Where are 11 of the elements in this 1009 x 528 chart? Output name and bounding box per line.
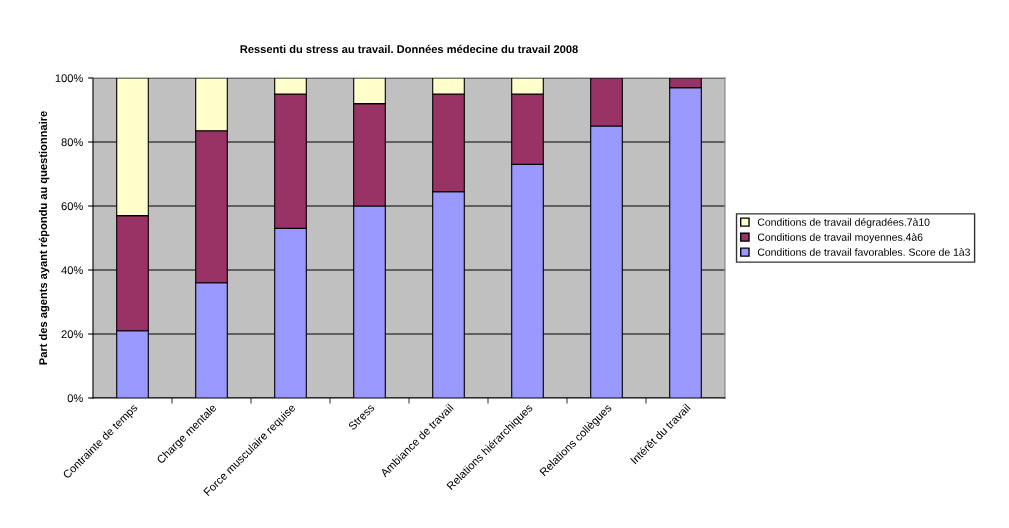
y-tick-label: 80% <box>61 138 83 147</box>
chart-title: Ressenti du stress au travail. Données médecine du travail 2008 <box>240 44 578 54</box>
y-tick-label: 20% <box>61 330 83 339</box>
legend-label: Conditions de travail moyennes.4à6 <box>757 233 923 243</box>
y-axis-title: Part des agents ayant répondu au questionnaire <box>38 111 50 365</box>
y-tick-label: 60% <box>61 202 83 211</box>
legend-label: Conditions de travail favorables. Score de 1à3 <box>757 248 970 256</box>
y-tick-label: 100% <box>55 74 83 83</box>
legend-label: Conditions de travail dégradées.7à10 <box>757 218 930 228</box>
y-tick-label: 40% <box>61 266 83 275</box>
y-tick-label: 0% <box>67 394 83 403</box>
